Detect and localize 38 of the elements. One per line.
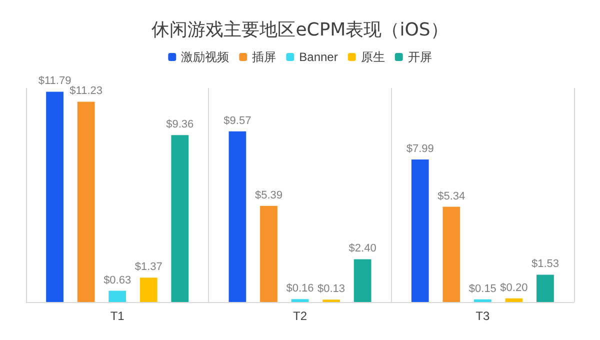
x-tick-label: T3 <box>476 309 490 323</box>
data-label: $11.79 <box>38 75 72 88</box>
bar <box>442 206 460 302</box>
data-label: $0.13 <box>318 283 346 296</box>
bar <box>291 299 309 302</box>
bar <box>536 274 554 302</box>
x-tick-label: T2 <box>292 309 308 323</box>
legend-label: 原生 <box>360 50 385 64</box>
data-label: $0.20 <box>500 282 528 294</box>
data-label: $1.37 <box>134 261 162 274</box>
x-tick-label: T1 <box>110 309 125 323</box>
legend-label: 开屏 <box>408 50 432 64</box>
data-label: $5.39 <box>254 189 282 202</box>
chart-title: 休闲游戏主要地区eCPM表现（iOS） <box>152 20 448 40</box>
legend-label: Banner <box>299 50 338 64</box>
legend-label: 插屏 <box>252 50 276 64</box>
data-label: $11.23 <box>70 85 102 98</box>
data-label: $1.53 <box>531 258 559 270</box>
bar <box>474 299 492 302</box>
data-label: $0.15 <box>468 282 496 295</box>
bar <box>108 290 126 302</box>
bar <box>411 160 429 302</box>
bar <box>77 102 95 302</box>
data-label: $5.34 <box>438 190 466 202</box>
data-label: $9.57 <box>224 114 252 127</box>
data-label: $2.40 <box>348 242 376 255</box>
data-label: $0.16 <box>286 282 314 295</box>
bar <box>260 206 278 302</box>
data-label: $0.63 <box>104 274 132 286</box>
bar <box>505 298 523 302</box>
data-label: $9.36 <box>166 118 194 131</box>
bar <box>140 278 158 302</box>
bar <box>46 92 64 302</box>
bar <box>228 131 246 302</box>
data-label: $7.99 <box>406 143 434 156</box>
bar <box>354 259 372 302</box>
legend-label: 激励视频 <box>181 50 230 64</box>
bar <box>171 135 189 302</box>
